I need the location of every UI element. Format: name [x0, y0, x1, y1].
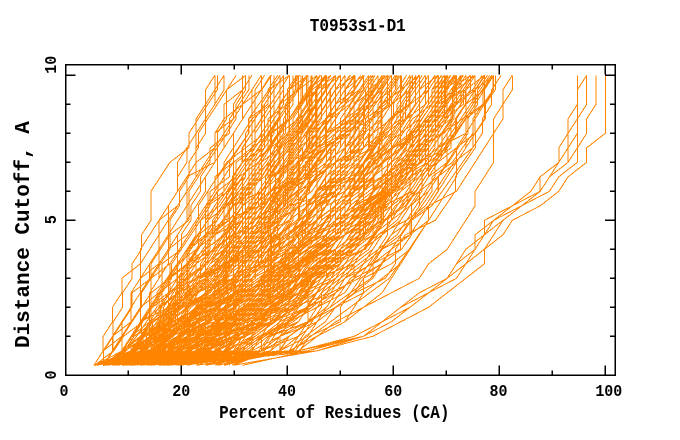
svg-text:80: 80 — [490, 382, 508, 401]
svg-text:Distance Cutoff, A: Distance Cutoff, A — [13, 121, 36, 348]
svg-text:0: 0 — [42, 371, 61, 380]
svg-text:Percent of Residues (CA): Percent of Residues (CA) — [219, 404, 449, 424]
svg-text:0: 0 — [60, 382, 69, 401]
svg-text:5: 5 — [42, 215, 61, 224]
svg-text:20: 20 — [172, 382, 190, 401]
svg-text:T0953s1-D1: T0953s1-D1 — [310, 17, 406, 37]
svg-text:10: 10 — [42, 56, 61, 74]
svg-text:60: 60 — [384, 382, 402, 401]
svg-text:100: 100 — [595, 382, 622, 401]
svg-text:40: 40 — [278, 382, 296, 401]
